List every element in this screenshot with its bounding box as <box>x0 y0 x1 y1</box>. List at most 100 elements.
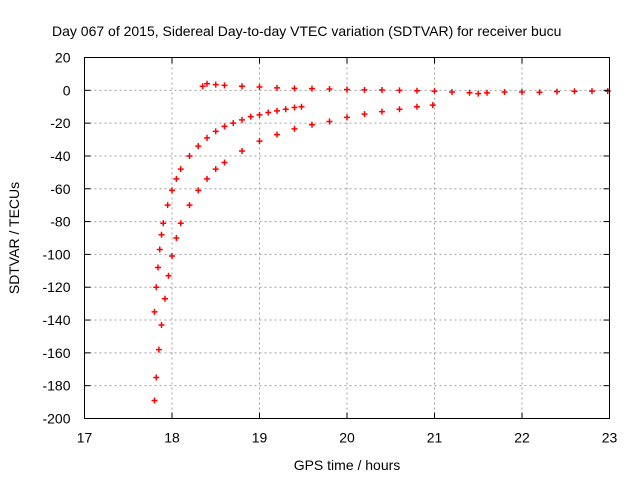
data-point <box>536 89 543 96</box>
data-point <box>177 166 184 173</box>
data-point <box>212 128 219 135</box>
data-point <box>256 111 263 118</box>
y-tick-label: -20 <box>50 115 70 131</box>
data-point <box>519 88 525 95</box>
data-point <box>326 118 333 125</box>
data-point <box>239 116 245 123</box>
x-tick-label: 20 <box>339 430 355 446</box>
x-tick-label: 18 <box>164 430 180 446</box>
y-tick-label: 20 <box>55 50 71 66</box>
data-point <box>177 220 184 227</box>
data-point <box>151 397 158 404</box>
y-tick-label: -160 <box>42 345 70 361</box>
data-point <box>151 308 158 315</box>
data-point <box>361 86 368 93</box>
x-tick-label: 22 <box>514 430 530 446</box>
data-point <box>484 89 490 96</box>
data-point <box>247 113 254 120</box>
data-point <box>571 88 578 95</box>
data-point <box>274 84 280 91</box>
data-point <box>396 87 403 94</box>
data-point <box>414 103 420 110</box>
data-point <box>554 88 560 95</box>
data-point <box>291 125 298 132</box>
data-point <box>326 86 333 93</box>
data-point <box>475 90 482 97</box>
data-point <box>291 104 298 111</box>
data-point <box>195 143 202 150</box>
y-axis-label: SDTVAR / TECUs <box>6 182 22 294</box>
data-point <box>164 202 171 209</box>
data-point <box>186 202 193 209</box>
data-point <box>449 88 455 95</box>
data-point <box>221 159 228 166</box>
data-point <box>158 231 165 238</box>
grid <box>84 57 610 419</box>
data-point <box>173 235 180 241</box>
x-tick-label: 23 <box>602 430 618 446</box>
data-point <box>204 80 210 87</box>
data-point <box>165 272 172 279</box>
data-point <box>239 83 245 90</box>
data-point <box>361 111 368 118</box>
data-point <box>173 175 180 182</box>
y-tick-label: -60 <box>50 181 70 197</box>
data-points <box>151 80 611 404</box>
tick-labels: -200-180-160-140-120-100-80-60-40-200201… <box>42 50 617 446</box>
series-3 <box>199 80 611 97</box>
data-point <box>156 246 163 253</box>
data-point <box>431 88 438 95</box>
axis-ticks <box>84 57 610 419</box>
data-point <box>379 108 385 115</box>
data-point <box>199 83 206 90</box>
y-tick-label: -120 <box>42 279 70 295</box>
data-point <box>274 107 280 114</box>
data-point <box>158 321 165 328</box>
data-point <box>265 109 272 116</box>
x-tick-label: 21 <box>427 430 443 446</box>
chart-title: Day 067 of 2015, Sidereal Day-to-day VTE… <box>52 23 561 39</box>
y-tick-label: -80 <box>50 214 70 230</box>
data-point <box>309 121 315 128</box>
data-point <box>212 166 219 173</box>
data-point <box>309 85 315 92</box>
data-point <box>396 106 403 113</box>
data-point <box>162 295 168 302</box>
y-tick-label: 0 <box>63 82 71 98</box>
data-point <box>429 102 436 109</box>
y-tick-label: -140 <box>42 312 70 328</box>
data-point <box>589 88 595 95</box>
data-point <box>155 264 161 271</box>
series-2 <box>151 102 436 404</box>
data-point <box>379 86 385 93</box>
data-point <box>230 120 237 127</box>
data-point <box>256 138 263 145</box>
y-tick-label: -40 <box>50 148 70 164</box>
data-point <box>414 87 420 94</box>
data-point <box>204 175 210 182</box>
data-point <box>298 103 305 110</box>
data-point <box>155 346 162 353</box>
data-point <box>344 86 350 93</box>
data-point <box>160 220 167 227</box>
data-point <box>212 81 219 88</box>
x-tick-label: 17 <box>77 430 93 446</box>
data-point <box>153 374 160 381</box>
data-point <box>256 84 263 91</box>
data-point <box>221 123 228 130</box>
series-1 <box>151 103 305 315</box>
data-point <box>153 284 160 291</box>
data-point <box>344 114 350 121</box>
data-point <box>274 131 280 138</box>
data-point <box>282 106 289 113</box>
data-point <box>195 187 202 194</box>
data-point <box>291 85 298 92</box>
data-point <box>204 134 210 141</box>
x-tick-label: 19 <box>252 430 268 446</box>
data-point <box>186 152 193 159</box>
data-point <box>169 253 175 260</box>
y-tick-label: -100 <box>42 246 70 262</box>
data-point <box>169 187 175 194</box>
data-point <box>466 89 473 96</box>
